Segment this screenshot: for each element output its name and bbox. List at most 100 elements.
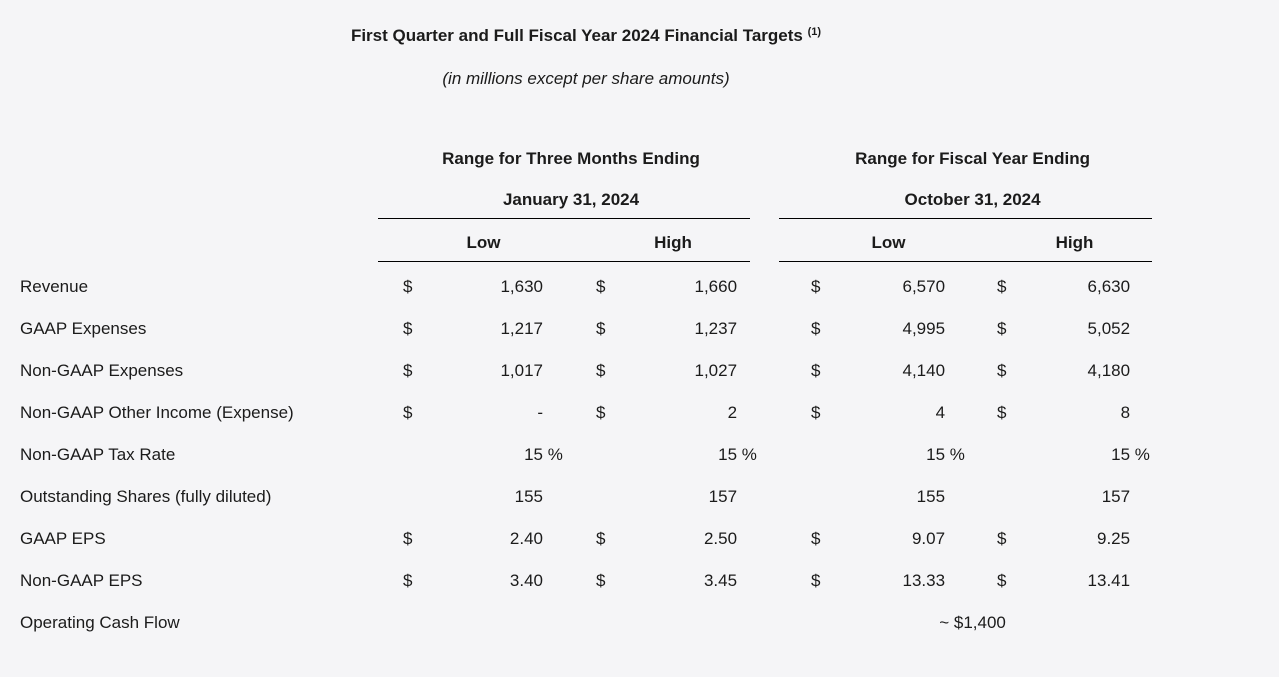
- currency-cell: $: [596, 529, 606, 548]
- value-cell: 6,570: [829, 261, 965, 303]
- currency-cell: $: [403, 571, 413, 590]
- table-row-gaap-eps: GAAP EPS $ 2.40 $ 2.50 $ 9.07 $ 9.25: [20, 513, 1152, 555]
- spacer-cell: [750, 218, 779, 261]
- value-text: 1,660: [694, 277, 738, 297]
- value-cell: 15 %: [926, 445, 965, 464]
- empty-cell: [614, 597, 750, 639]
- value-cell: 1,027: [614, 345, 750, 387]
- value-cell: 3.40: [428, 555, 564, 597]
- value-cell: 15 %: [524, 445, 563, 464]
- currency-cell: $: [596, 403, 606, 422]
- value-text: 1,237: [694, 319, 738, 338]
- spacer-cell: [750, 597, 779, 639]
- currency-cell: $: [811, 361, 821, 380]
- currency-cell: $: [596, 571, 606, 590]
- currency-cell: [378, 471, 428, 513]
- value-cell: 2: [614, 387, 750, 429]
- row-label: Revenue: [20, 277, 89, 296]
- currency-cell: [779, 471, 829, 513]
- spacer-cell: [750, 555, 779, 597]
- value-cell: 6,630: [1015, 261, 1152, 303]
- value-text: 155: [514, 487, 543, 506]
- table-row-non-gaap-eps: Non-GAAP EPS $ 3.40 $ 3.45 $ 13.33 $ 13.…: [20, 555, 1152, 597]
- spacer-cell: [20, 218, 378, 261]
- low-high-header-row: Low High Low High: [20, 218, 1153, 262]
- value-cell: 157: [1015, 471, 1152, 513]
- currency-cell: [378, 429, 428, 471]
- quarter-high-header: High: [564, 218, 751, 262]
- table-row-non-gaap-tax-rate: Non-GAAP Tax Rate 15 % 15 % 15 % 15 %: [20, 429, 1152, 471]
- row-label: Operating Cash Flow: [20, 613, 180, 632]
- table-row-gaap-expenses: GAAP Expenses $ 1,217 $ 1,237 $ 4,995 $ …: [20, 303, 1152, 345]
- currency-cell: [965, 429, 1015, 471]
- value-cell: 13.33: [829, 555, 965, 597]
- table-row-non-gaap-other-income: Non-GAAP Other Income (Expense) $ - $ 2 …: [20, 387, 1152, 429]
- value-text: 155: [916, 487, 946, 506]
- spacer-cell: [750, 471, 779, 513]
- value-text: 4,995: [902, 319, 946, 338]
- value-cell: 4,140: [829, 345, 965, 387]
- fiscal-year-high-header: High: [965, 218, 1153, 262]
- value-text: 157: [708, 487, 738, 506]
- value-cell: 4: [829, 387, 965, 429]
- value-cell: 15 %: [718, 445, 757, 464]
- spacer-cell: [750, 513, 779, 555]
- value-text: 1,017: [500, 361, 543, 380]
- row-label: Non-GAAP Expenses: [20, 361, 184, 380]
- value-cell: 157: [614, 471, 750, 513]
- group-header-row: Range for Three Months Ending Range for …: [20, 140, 1152, 178]
- currency-cell: $: [403, 403, 413, 422]
- spacer-cell: [20, 140, 378, 178]
- value-cell: 1,017: [428, 345, 564, 387]
- table-row-outstanding-shares: Outstanding Shares (fully diluted) 155 1…: [20, 471, 1152, 513]
- value-text: 6,570: [902, 277, 946, 297]
- value-text: 15: [1111, 445, 1131, 464]
- row-label: Outstanding Shares (fully diluted): [20, 487, 272, 506]
- spacer-cell: [750, 345, 779, 387]
- empty-cell: [428, 597, 564, 639]
- currency-cell: $: [811, 277, 821, 297]
- operating-cash-flow-value: ~ $1,400: [939, 613, 1006, 632]
- currency-cell: $: [403, 529, 413, 548]
- value-cell: 9.07: [829, 513, 965, 555]
- value-cell: 155: [428, 471, 564, 513]
- currency-cell: [564, 471, 614, 513]
- header-block: First Quarter and Full Fiscal Year 2024 …: [20, 0, 1152, 89]
- value-cell: 8: [1015, 387, 1152, 429]
- value-cell: 2.40: [428, 513, 564, 555]
- currency-cell: $: [811, 529, 821, 548]
- value-cell: 155: [829, 471, 965, 513]
- value-cell: 13.41: [1015, 555, 1152, 597]
- row-label: Non-GAAP Tax Rate: [20, 445, 176, 464]
- currency-cell: [965, 471, 1015, 513]
- value-text: 2.40: [509, 529, 543, 548]
- value-text: 4,140: [902, 361, 946, 380]
- spacer-cell: [750, 387, 779, 429]
- row-label: Non-GAAP EPS: [20, 571, 143, 590]
- value-cell: -: [428, 387, 564, 429]
- quarter-date-header: January 31, 2024: [378, 178, 751, 219]
- spacer-cell: [20, 178, 378, 218]
- value-text: 6,630: [1087, 277, 1131, 297]
- row-label: GAAP Expenses: [20, 319, 147, 338]
- currency-cell: $: [596, 361, 606, 380]
- currency-cell: $: [403, 361, 413, 380]
- currency-cell: $: [997, 277, 1007, 297]
- currency-cell: $: [997, 529, 1007, 548]
- date-header-row: January 31, 2024 October 31, 2024: [20, 178, 1153, 219]
- fiscal-year-group-header: Range for Fiscal Year Ending: [855, 149, 1091, 168]
- spacer-cell: [750, 261, 779, 303]
- value-cell: 2.50: [614, 513, 750, 555]
- value-text: 15: [926, 445, 946, 464]
- row-label: Non-GAAP Other Income (Expense): [20, 403, 294, 422]
- value-text: 2: [727, 403, 738, 422]
- value-text: 157: [1101, 487, 1131, 506]
- empty-cell: [564, 597, 614, 639]
- value-text: 4,180: [1087, 361, 1131, 380]
- value-cell: 1,630: [428, 261, 564, 303]
- currency-cell: $: [997, 319, 1007, 338]
- currency-cell: [564, 429, 614, 471]
- footnote-marker: (1): [807, 26, 822, 38]
- fiscal-year-low-header: Low: [779, 218, 966, 262]
